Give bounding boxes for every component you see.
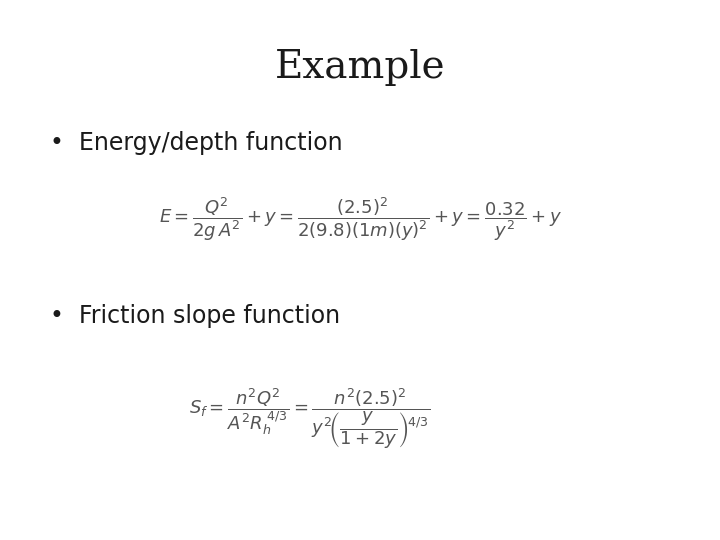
Text: •  Friction slope function: • Friction slope function: [50, 304, 341, 328]
Text: $E = \dfrac{Q^{2}}{2g\,A^{2}} + y = \dfrac{(2.5)^{2}}{2(9.8)(1m)(y)^{2}} + y = \: $E = \dfrac{Q^{2}}{2g\,A^{2}} + y = \dfr…: [158, 195, 562, 242]
Text: $S_f = \dfrac{n^{2}Q^{2}}{A^{2}R_{h}^{\;4/3}} = \dfrac{n^{2}(2.5)^{2}}{y^{2}\!\l: $S_f = \dfrac{n^{2}Q^{2}}{A^{2}R_{h}^{\;…: [189, 386, 431, 451]
Text: Example: Example: [275, 49, 445, 86]
Text: •  Energy/depth function: • Energy/depth function: [50, 131, 343, 155]
